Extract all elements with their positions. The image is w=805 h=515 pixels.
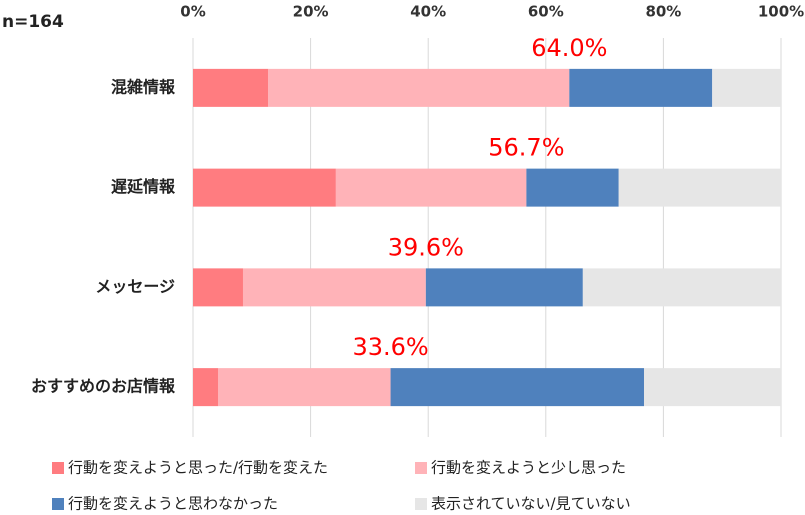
annotation: 64.0% [531,34,607,62]
bar-segment [193,168,336,207]
bar-segment [643,368,781,407]
bar-segment [526,168,619,207]
x-tick-label: 80% [645,3,681,21]
bar-segment [582,268,781,307]
x-tick-label: 60% [528,3,564,21]
sample-size: n=164 [2,12,64,32]
legend-swatch [52,462,64,474]
bar-segment [618,168,781,207]
legend-label: 行動を変えようと少し思った [431,459,626,477]
legend-label: 行動を変えようと思った/行動を変えた [68,459,328,477]
bar-segment [193,68,269,107]
x-tick-label: 100% [758,3,804,21]
x-tick-label: 40% [410,3,446,21]
bar-segment [335,168,527,207]
bar-segment [242,268,426,307]
bar-segment [193,268,243,307]
bar-segment [425,268,583,307]
bar-segment [193,368,219,407]
bar-segment [390,368,644,407]
category-label: メッセージ [95,277,175,296]
bar-segment [569,68,713,107]
bar-segment [218,368,391,407]
category-label: 混雑情報 [111,77,176,96]
x-tick-label: 0% [180,3,205,21]
category-label: おすすめのお店情報 [31,377,176,396]
bar-segment [268,68,570,107]
x-tick-label: 20% [293,3,329,21]
annotation: 56.7% [488,134,564,162]
legend-swatch [52,498,64,510]
annotation: 39.6% [388,233,464,261]
annotation: 33.6% [352,333,428,361]
legend-label: 表示されていない/見ていない [431,495,631,513]
legend-label: 行動を変えようと思わなかった [68,495,278,513]
category-label: 遅延情報 [111,177,176,196]
legend-swatch [415,462,427,474]
bar-segment [712,68,781,107]
legend-swatch [415,498,427,510]
